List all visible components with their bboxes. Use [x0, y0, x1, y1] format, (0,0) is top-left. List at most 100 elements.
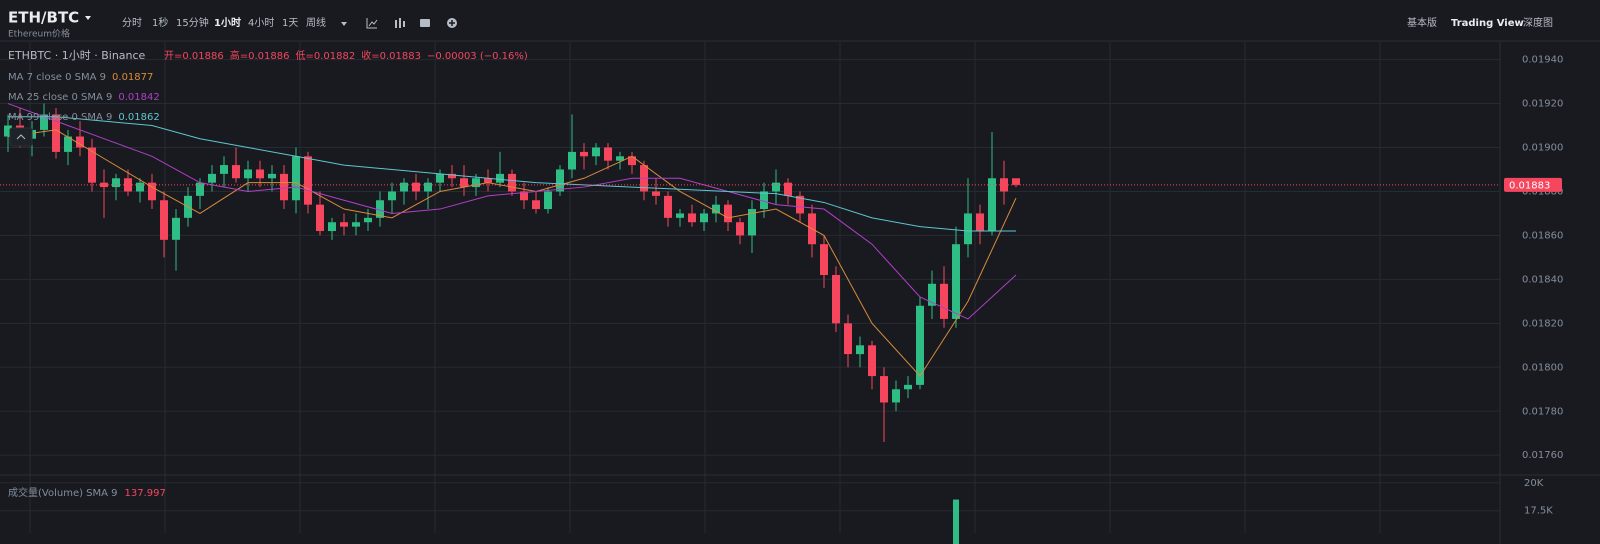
add-icon-plus — [449, 20, 455, 26]
candle-icon[interactable] — [395, 18, 405, 28]
camera-icon[interactable] — [420, 19, 430, 27]
view-button[interactable]: 基本版 — [1407, 16, 1437, 29]
candle-body — [928, 283, 936, 306]
candle-body — [496, 173, 504, 183]
candle-body — [340, 222, 348, 227]
candle-body — [616, 156, 624, 161]
candle-body — [220, 165, 228, 174]
candle-body — [784, 182, 792, 196]
indicator-icon[interactable] — [366, 18, 378, 29]
candle-body — [4, 125, 12, 137]
candle-body — [376, 200, 384, 218]
view-button[interactable]: Trading View — [1451, 18, 1524, 29]
candle-body — [424, 182, 432, 192]
candle-body — [244, 169, 252, 179]
candle-body — [232, 165, 240, 179]
ma-line — [8, 116, 1016, 232]
volume-tick-label: 17.5K — [1524, 506, 1553, 517]
candle-body — [148, 182, 156, 201]
candle-body — [760, 191, 768, 210]
candle-body — [88, 147, 96, 183]
candle-body — [268, 173, 276, 179]
candle-body — [880, 376, 888, 403]
candle-body — [64, 136, 72, 152]
timeframe-button[interactable]: 1小时 — [214, 16, 241, 29]
candle-body — [868, 345, 876, 377]
candle-body — [160, 200, 168, 240]
candle-body — [724, 204, 732, 223]
candle-body — [520, 191, 528, 201]
candle-body — [820, 244, 828, 275]
timeframe-button[interactable]: 周线 — [306, 16, 326, 29]
candle-body — [412, 182, 420, 192]
timeframe-button[interactable]: 15分钟 — [176, 16, 209, 29]
candle-body — [604, 147, 612, 161]
candle-body — [916, 305, 924, 385]
candle-body — [172, 217, 180, 240]
candle-body — [508, 173, 516, 192]
y-tick-label: 0.01860 — [1522, 230, 1563, 241]
last-price-label: 0.01883 — [1509, 180, 1550, 191]
candle-body — [400, 182, 408, 192]
y-tick-label: 0.01800 — [1522, 362, 1563, 373]
candle-body — [676, 213, 684, 218]
y-tick-label: 0.01940 — [1522, 55, 1563, 66]
subtitle[interactable]: Ethereum价格 — [8, 28, 70, 40]
ma-legend-value: 0.01842 — [118, 92, 159, 103]
candle-body — [436, 173, 444, 183]
y-tick-label: 0.01840 — [1522, 274, 1563, 285]
ohlc-legend: 低=0.01882 — [295, 49, 355, 62]
collapse-button[interactable] — [9, 127, 33, 147]
chart-title: ETHBTC · 1小时 · Binance — [8, 49, 146, 62]
y-tick-label: 0.01820 — [1522, 318, 1563, 329]
candle-body — [976, 213, 984, 232]
candle-body — [892, 389, 900, 403]
volume-legend-name: 成交量(Volume) SMA 9 — [8, 486, 118, 499]
y-tick-label: 0.01760 — [1522, 450, 1563, 461]
y-tick-label: 0.01880 — [1522, 186, 1563, 197]
volume-bar — [953, 499, 959, 544]
candle-body — [844, 323, 852, 355]
timeframe-button[interactable]: 1秒 — [152, 16, 168, 29]
candle-body — [352, 222, 360, 227]
symbol-caret[interactable] — [85, 16, 91, 20]
candle-body — [772, 182, 780, 192]
ma-legend-name: MA 7 close 0 SMA 9 — [8, 72, 106, 83]
candle-body — [280, 173, 288, 201]
collapse-icon — [16, 134, 26, 140]
symbol[interactable]: ETH/BTC — [8, 9, 79, 27]
candle-body — [736, 222, 744, 236]
candle-body — [1012, 178, 1020, 185]
timeframe-button[interactable]: 分时 — [122, 17, 142, 29]
candle-body — [316, 204, 324, 232]
candle-body — [364, 217, 372, 223]
candle-body — [964, 213, 972, 245]
ma-legend-value: 0.01877 — [112, 72, 153, 83]
ma-line — [7, 103, 1017, 320]
candle-body — [940, 283, 948, 319]
last-price-box — [1504, 177, 1562, 192]
more-caret[interactable] — [341, 22, 347, 26]
candle-body — [40, 114, 48, 130]
timeframe-button[interactable]: 1天 — [282, 18, 298, 29]
candle-body — [112, 178, 120, 188]
candle-body — [52, 114, 60, 152]
candle-body — [904, 384, 912, 390]
view-button[interactable]: 深度图 — [1523, 16, 1553, 29]
y-tick-label: 0.01920 — [1522, 99, 1563, 110]
candle-body — [700, 213, 708, 223]
candle-body — [100, 182, 108, 188]
candle-body — [328, 222, 336, 232]
candle-body — [688, 213, 696, 223]
candle-body — [484, 178, 492, 183]
candle-body — [556, 169, 564, 192]
candle-body — [568, 151, 576, 170]
candle-body — [664, 195, 672, 218]
candle-body — [136, 182, 144, 192]
timeframe-button[interactable]: 4小时 — [248, 17, 274, 29]
candle-body — [748, 209, 756, 236]
candle-body — [256, 169, 264, 179]
